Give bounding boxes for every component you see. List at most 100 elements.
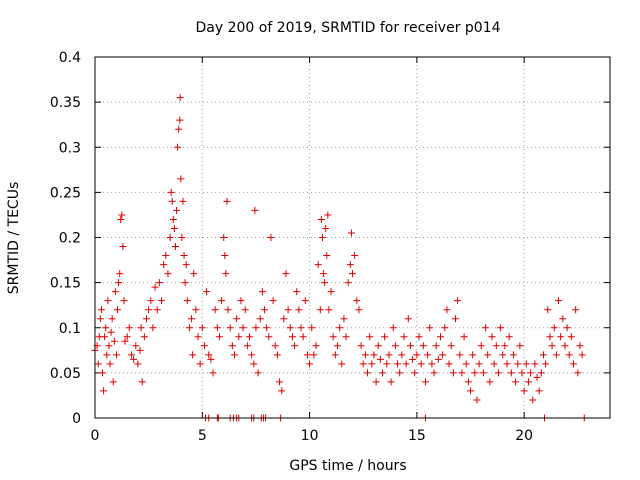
data-point xyxy=(316,306,324,314)
plot-frame xyxy=(94,56,611,419)
data-point xyxy=(576,342,584,350)
data-point xyxy=(398,351,406,359)
data-point xyxy=(226,324,234,332)
data-point xyxy=(220,234,228,241)
data-point xyxy=(99,369,107,377)
data-point xyxy=(312,342,320,350)
data-point xyxy=(179,197,187,205)
data-point xyxy=(155,279,163,287)
data-point xyxy=(138,378,146,386)
data-point xyxy=(482,324,490,332)
data-point xyxy=(140,333,148,341)
data-point xyxy=(424,351,432,359)
data-point xyxy=(394,360,402,368)
data-point xyxy=(256,315,264,323)
data-point xyxy=(574,369,582,377)
data-point xyxy=(123,333,131,341)
data-point xyxy=(250,360,258,368)
data-point xyxy=(473,396,481,404)
data-point xyxy=(166,234,174,241)
y-tick-label: 0.05 xyxy=(50,366,81,382)
data-point xyxy=(460,333,468,341)
data-point xyxy=(118,211,126,219)
data-point xyxy=(218,297,226,305)
data-point xyxy=(269,297,277,305)
data-point xyxy=(548,342,556,350)
data-point xyxy=(441,324,449,332)
data-point xyxy=(310,351,318,359)
data-point xyxy=(340,315,348,323)
data-point xyxy=(209,369,217,377)
data-point xyxy=(544,306,552,314)
data-point xyxy=(239,324,247,332)
y-tick-label: 0.2 xyxy=(59,231,81,247)
data-point xyxy=(563,324,571,332)
data-point xyxy=(522,360,530,368)
data-point xyxy=(497,324,505,332)
x-tick-label: 5 xyxy=(198,428,207,444)
data-point xyxy=(413,351,421,359)
data-point xyxy=(552,351,560,359)
data-point xyxy=(370,351,378,359)
data-point xyxy=(462,360,470,368)
data-point xyxy=(145,306,153,314)
data-point xyxy=(110,337,118,345)
data-point xyxy=(173,206,181,214)
data-point xyxy=(284,306,292,314)
data-point xyxy=(469,351,477,359)
data-point xyxy=(531,360,539,368)
data-point xyxy=(374,342,382,350)
data-point xyxy=(299,333,307,341)
tick-labels: 0 0.05 0.1 0.15 0.2 0.25 0.3 0.35 0.4 0 5 10 15 20 xyxy=(50,50,610,444)
data-point xyxy=(321,279,329,287)
data-point xyxy=(160,261,168,269)
data-point xyxy=(306,360,314,368)
data-point xyxy=(116,270,124,278)
data-point xyxy=(114,306,122,314)
data-point xyxy=(308,324,316,332)
data-point xyxy=(224,306,232,314)
data-point xyxy=(108,315,116,323)
data-point xyxy=(417,360,425,368)
data-point xyxy=(572,306,580,314)
data-point xyxy=(134,360,142,368)
data-point xyxy=(565,351,573,359)
data-point xyxy=(323,252,331,260)
data-point xyxy=(406,342,414,350)
data-point xyxy=(494,369,502,377)
data-point xyxy=(361,351,369,359)
data-point xyxy=(243,342,251,350)
data-point xyxy=(324,211,332,219)
data-point xyxy=(567,333,575,341)
y-axis-label: SRMTID / TECUs xyxy=(6,182,22,295)
data-point xyxy=(278,387,286,395)
grid-lines xyxy=(95,57,610,418)
data-point xyxy=(381,333,389,341)
data-point xyxy=(351,252,359,260)
data-point xyxy=(297,324,305,332)
data-point xyxy=(329,333,337,341)
data-point xyxy=(432,342,440,350)
chart-title: Day 200 of 2019, SRMTID for receiver p01… xyxy=(195,20,500,36)
data-point xyxy=(400,333,408,341)
data-point xyxy=(338,360,346,368)
y-tick-label: 0.25 xyxy=(50,185,81,201)
x-tick-label: 15 xyxy=(408,428,426,444)
data-point xyxy=(318,234,326,241)
data-point xyxy=(456,351,464,359)
data-point xyxy=(97,306,105,314)
data-point xyxy=(96,315,104,323)
x-tick-label: 10 xyxy=(301,428,319,444)
data-point xyxy=(213,324,221,332)
data-point xyxy=(475,360,483,368)
data-point xyxy=(419,342,427,350)
data-point xyxy=(180,252,188,260)
data-point xyxy=(454,297,462,305)
data-point xyxy=(557,333,565,341)
data-point xyxy=(251,206,259,214)
data-point xyxy=(458,369,466,377)
data-point xyxy=(317,215,325,223)
data-point xyxy=(320,270,328,278)
y-tick-label: 0.3 xyxy=(59,140,81,156)
data-point xyxy=(203,288,211,296)
